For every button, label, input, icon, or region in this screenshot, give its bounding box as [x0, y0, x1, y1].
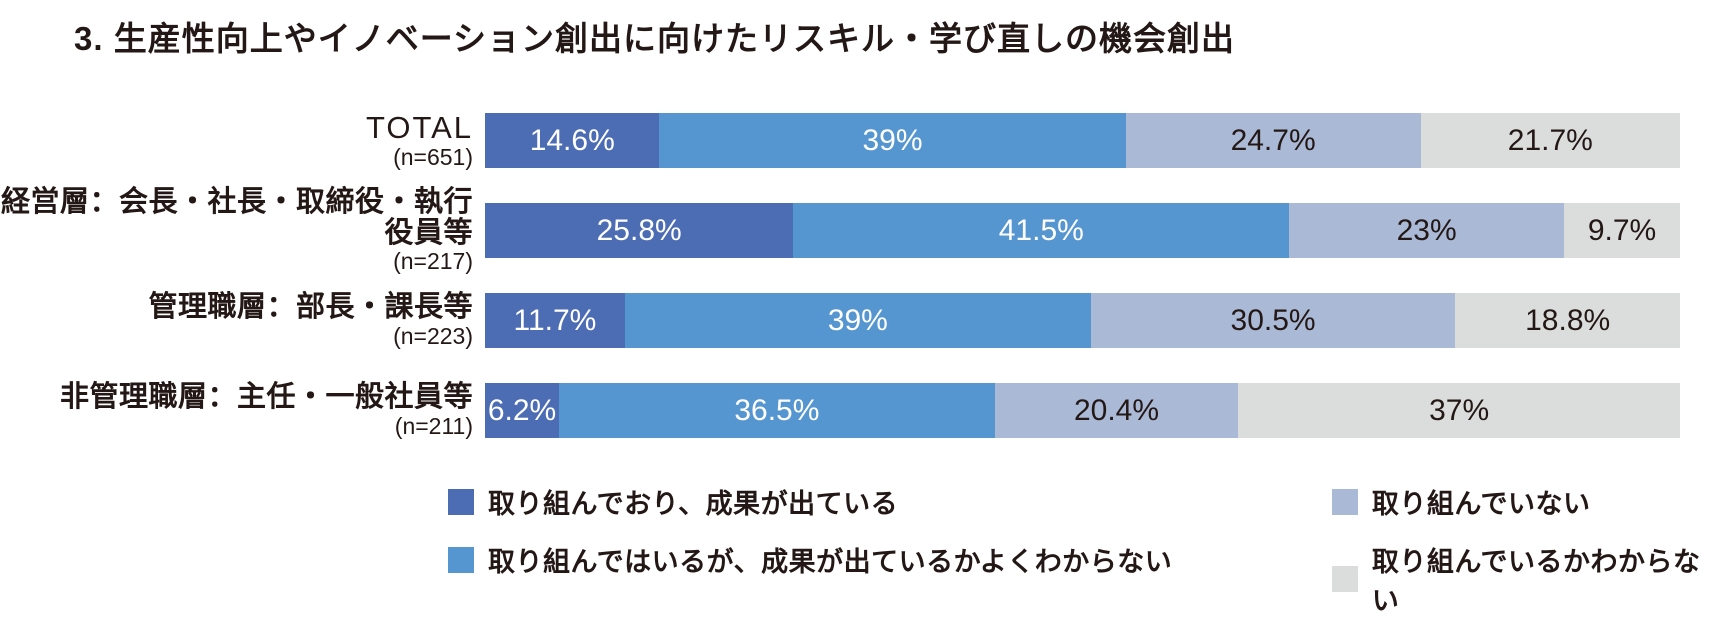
bar-row: 管理職層：部長・課長等 (n=223) 11.7% 39% 30.5% 18.8% [0, 292, 1680, 348]
category-name: 経営層：会長・社長・取締役・執行役員等 [0, 185, 473, 250]
legend-label: 取り組んでいない [1371, 489, 1591, 519]
segment-value-label: 39% [827, 303, 888, 337]
stacked-bar: 6.2% 36.5% 20.4% 37% [485, 383, 1680, 438]
stacked-bar: 11.7% 39% 30.5% 18.8% [485, 293, 1680, 348]
bar-segment: 25.8% [485, 203, 794, 258]
category-label: 経営層：会長・社長・取締役・執行役員等 (n=217) [0, 185, 485, 275]
segment-value-label: 9.7% [1587, 213, 1657, 247]
stacked-bar-chart: TOTAL (n=651) 14.6% 39% 24.7% 21.7% 経営層：会長・社長・… [0, 111, 1680, 473]
bar-segment: 30.5% [1090, 293, 1456, 348]
segment-value-label: 37% [1429, 393, 1490, 427]
segment-value-label: 11.7% [513, 303, 597, 337]
bar-segment: 37% [1238, 383, 1680, 438]
bar-segment: 11.7% [485, 293, 625, 348]
bar-segment: 24.7% [1125, 113, 1421, 168]
bar-segment: 9.7% [1564, 203, 1680, 258]
category-sample-size: (n=211) [394, 412, 473, 439]
bar-row: TOTAL (n=651) 14.6% 39% 24.7% 21.7% [0, 111, 1680, 169]
category-label: 非管理職層：主任・一般社員等 (n=211) [0, 382, 485, 438]
bar-segment: 14.6% [485, 113, 660, 168]
bar-segment: 21.7% [1420, 113, 1680, 168]
legend-swatch-achieving-icon [448, 488, 474, 515]
segment-value-label: 41.5% [998, 213, 1084, 247]
segment-value-label: 30.5% [1230, 303, 1316, 337]
category-name: TOTAL [365, 110, 473, 146]
legend-item: 取り組んでいるかわからない [1331, 540, 1720, 618]
legend-item: 取り組んではいるが、成果が出ているかよくわからない [448, 540, 1332, 579]
bar-segment: 39% [659, 113, 1126, 168]
segment-value-label: 25.8% [596, 213, 682, 247]
segment-value-label: 39% [862, 123, 923, 157]
category-sample-size: (n=217) [393, 248, 473, 275]
segment-value-label: 6.2% [487, 393, 557, 427]
segment-value-label: 20.4% [1073, 393, 1160, 427]
legend-column-left: 取り組んでおり、成果が出ている 取り組んではいるが、成果が出ているかよくわからな… [448, 482, 1332, 618]
segment-value-label: 14.6% [529, 123, 615, 157]
segment-value-label: 24.7% [1230, 123, 1316, 157]
category-sample-size: (n=651) [393, 143, 473, 170]
bar-row: 非管理職層：主任・一般社員等 (n=211) 6.2% 36.5% 20.4% 37% [0, 382, 1680, 438]
stacked-bar: 25.8% 41.5% 23% 9.7% [485, 203, 1680, 258]
bar-segment: 20.4% [994, 383, 1239, 438]
legend-label: 取り組んでいるかわからない [1371, 547, 1701, 616]
category-label: TOTAL (n=651) [0, 111, 485, 169]
segment-value-label: 18.8% [1525, 303, 1611, 337]
category-name: 非管理職層：主任・一般社員等 [59, 381, 473, 414]
legend-swatch-unclear-results-icon [448, 546, 474, 573]
bar-segment: 23% [1289, 203, 1565, 258]
bar-segment: 41.5% [793, 203, 1290, 258]
category-sample-size: (n=223) [393, 322, 473, 349]
category-label: 管理職層：部長・課長等 (n=223) [0, 292, 485, 348]
legend-swatch-not-working-icon [1331, 488, 1358, 515]
segment-value-label: 21.7% [1507, 123, 1593, 157]
legend-swatch-unknown-icon [1331, 566, 1358, 592]
stacked-bar: 14.6% 39% 24.7% 21.7% [485, 113, 1680, 168]
legend-item: 取り組んでおり、成果が出ている [448, 482, 1332, 521]
bar-segment: 36.5% [559, 383, 995, 438]
legend-label: 取り組んでおり、成果が出ている [488, 489, 899, 519]
segment-value-label: 36.5% [734, 393, 820, 427]
category-name: 管理職層：部長・課長等 [148, 291, 473, 324]
bar-segment: 39% [624, 293, 1091, 348]
segment-value-label: 23% [1396, 213, 1457, 247]
legend-label: 取り組んではいるが、成果が出ているかよくわからない [488, 547, 1173, 577]
bar-row: 経営層：会長・社長・取締役・執行役員等 (n=217) 25.8% 41.5% 23% 9… [0, 186, 1680, 274]
legend-item: 取り組んでいない [1331, 482, 1720, 521]
chart-title: 3. 生産性向上やイノベーション創出に向けたリスキル・学び直しの機会創出 [74, 20, 1236, 57]
legend: 取り組んでおり、成果が出ている 取り組んではいるが、成果が出ているかよくわからな… [448, 482, 1720, 618]
bar-segment: 18.8% [1455, 293, 1680, 348]
bar-segment: 6.2% [485, 383, 560, 438]
